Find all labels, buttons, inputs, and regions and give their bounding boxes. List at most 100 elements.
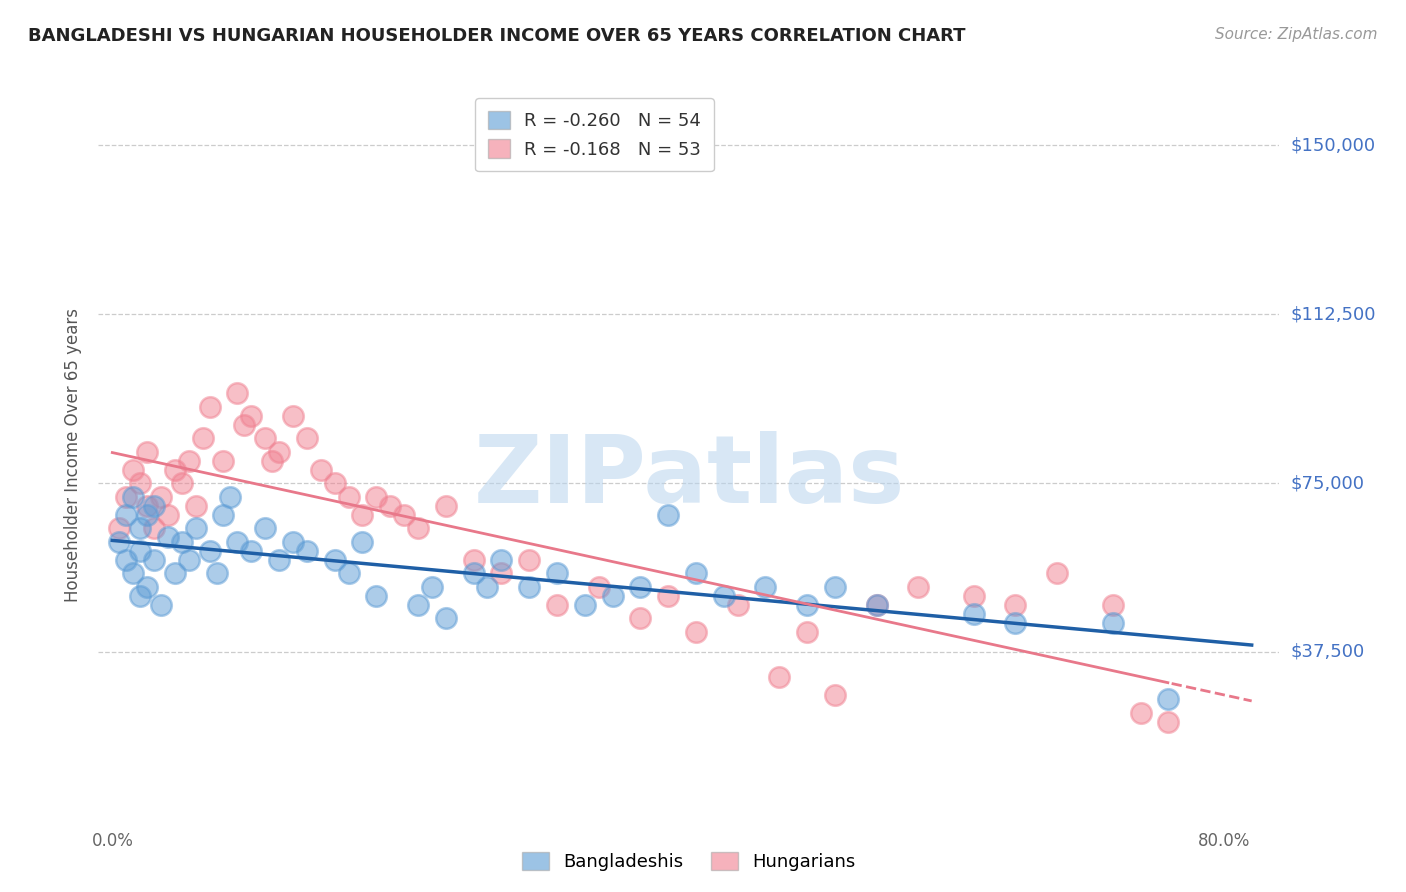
- Text: ZIPatlas: ZIPatlas: [474, 431, 904, 523]
- Point: [267, 552, 290, 566]
- Point: [796, 624, 818, 639]
- Point: [628, 580, 651, 594]
- Point: [491, 552, 513, 566]
- Point: [108, 521, 131, 535]
- Text: $150,000: $150,000: [1291, 136, 1375, 154]
- Point: [824, 688, 846, 702]
- Point: [205, 566, 228, 580]
- Point: [281, 409, 304, 423]
- Point: [685, 624, 707, 639]
- Point: [657, 508, 679, 522]
- Text: Source: ZipAtlas.com: Source: ZipAtlas.com: [1215, 27, 1378, 42]
- Point: [191, 431, 214, 445]
- Point: [323, 476, 346, 491]
- Point: [463, 566, 485, 580]
- Point: [602, 589, 624, 603]
- Point: [491, 566, 513, 580]
- Point: [963, 607, 986, 621]
- Point: [546, 598, 568, 612]
- Point: [136, 508, 159, 522]
- Point: [295, 543, 318, 558]
- Point: [366, 490, 388, 504]
- Point: [1004, 598, 1026, 612]
- Point: [184, 521, 207, 535]
- Point: [163, 462, 186, 476]
- Legend: R = -0.260   N = 54, R = -0.168   N = 53: R = -0.260 N = 54, R = -0.168 N = 53: [475, 98, 714, 171]
- Point: [115, 508, 138, 522]
- Point: [517, 552, 540, 566]
- Point: [517, 580, 540, 594]
- Point: [628, 611, 651, 625]
- Point: [865, 598, 887, 612]
- Point: [170, 476, 193, 491]
- Point: [420, 580, 443, 594]
- Point: [198, 543, 221, 558]
- Point: [352, 534, 374, 549]
- Point: [392, 508, 415, 522]
- Point: [1004, 615, 1026, 630]
- Point: [768, 670, 790, 684]
- Point: [115, 490, 138, 504]
- Point: [463, 552, 485, 566]
- Point: [122, 566, 145, 580]
- Point: [1157, 692, 1180, 706]
- Point: [685, 566, 707, 580]
- Point: [406, 598, 429, 612]
- Point: [352, 508, 374, 522]
- Point: [143, 521, 166, 535]
- Point: [143, 552, 166, 566]
- Point: [240, 543, 263, 558]
- Text: $112,500: $112,500: [1291, 305, 1376, 323]
- Point: [907, 580, 929, 594]
- Point: [129, 476, 152, 491]
- Point: [337, 490, 360, 504]
- Point: [136, 499, 159, 513]
- Point: [657, 589, 679, 603]
- Point: [434, 499, 457, 513]
- Point: [574, 598, 596, 612]
- Text: BANGLADESHI VS HUNGARIAN HOUSEHOLDER INCOME OVER 65 YEARS CORRELATION CHART: BANGLADESHI VS HUNGARIAN HOUSEHOLDER INC…: [28, 27, 966, 45]
- Point: [122, 462, 145, 476]
- Point: [143, 499, 166, 513]
- Point: [1101, 598, 1123, 612]
- Point: [796, 598, 818, 612]
- Point: [754, 580, 776, 594]
- Point: [226, 534, 249, 549]
- Point: [1157, 714, 1180, 729]
- Point: [281, 534, 304, 549]
- Point: [323, 552, 346, 566]
- Point: [963, 589, 986, 603]
- Point: [129, 521, 152, 535]
- Point: [380, 499, 402, 513]
- Point: [1129, 706, 1152, 720]
- Point: [309, 462, 332, 476]
- Point: [170, 534, 193, 549]
- Point: [115, 552, 138, 566]
- Point: [184, 499, 207, 513]
- Point: [198, 400, 221, 414]
- Point: [149, 598, 172, 612]
- Point: [129, 543, 152, 558]
- Point: [865, 598, 887, 612]
- Point: [727, 598, 749, 612]
- Point: [546, 566, 568, 580]
- Point: [122, 490, 145, 504]
- Point: [136, 444, 159, 458]
- Point: [163, 566, 186, 580]
- Text: $37,500: $37,500: [1291, 643, 1365, 661]
- Point: [267, 444, 290, 458]
- Point: [254, 431, 277, 445]
- Point: [366, 589, 388, 603]
- Point: [262, 453, 284, 467]
- Legend: Bangladeshis, Hungarians: Bangladeshis, Hungarians: [515, 845, 863, 879]
- Point: [1101, 615, 1123, 630]
- Point: [295, 431, 318, 445]
- Point: [149, 490, 172, 504]
- Point: [240, 409, 263, 423]
- Point: [156, 508, 179, 522]
- Point: [477, 580, 499, 594]
- Point: [212, 453, 235, 467]
- Point: [434, 611, 457, 625]
- Y-axis label: Householder Income Over 65 years: Householder Income Over 65 years: [63, 308, 82, 602]
- Point: [233, 417, 256, 432]
